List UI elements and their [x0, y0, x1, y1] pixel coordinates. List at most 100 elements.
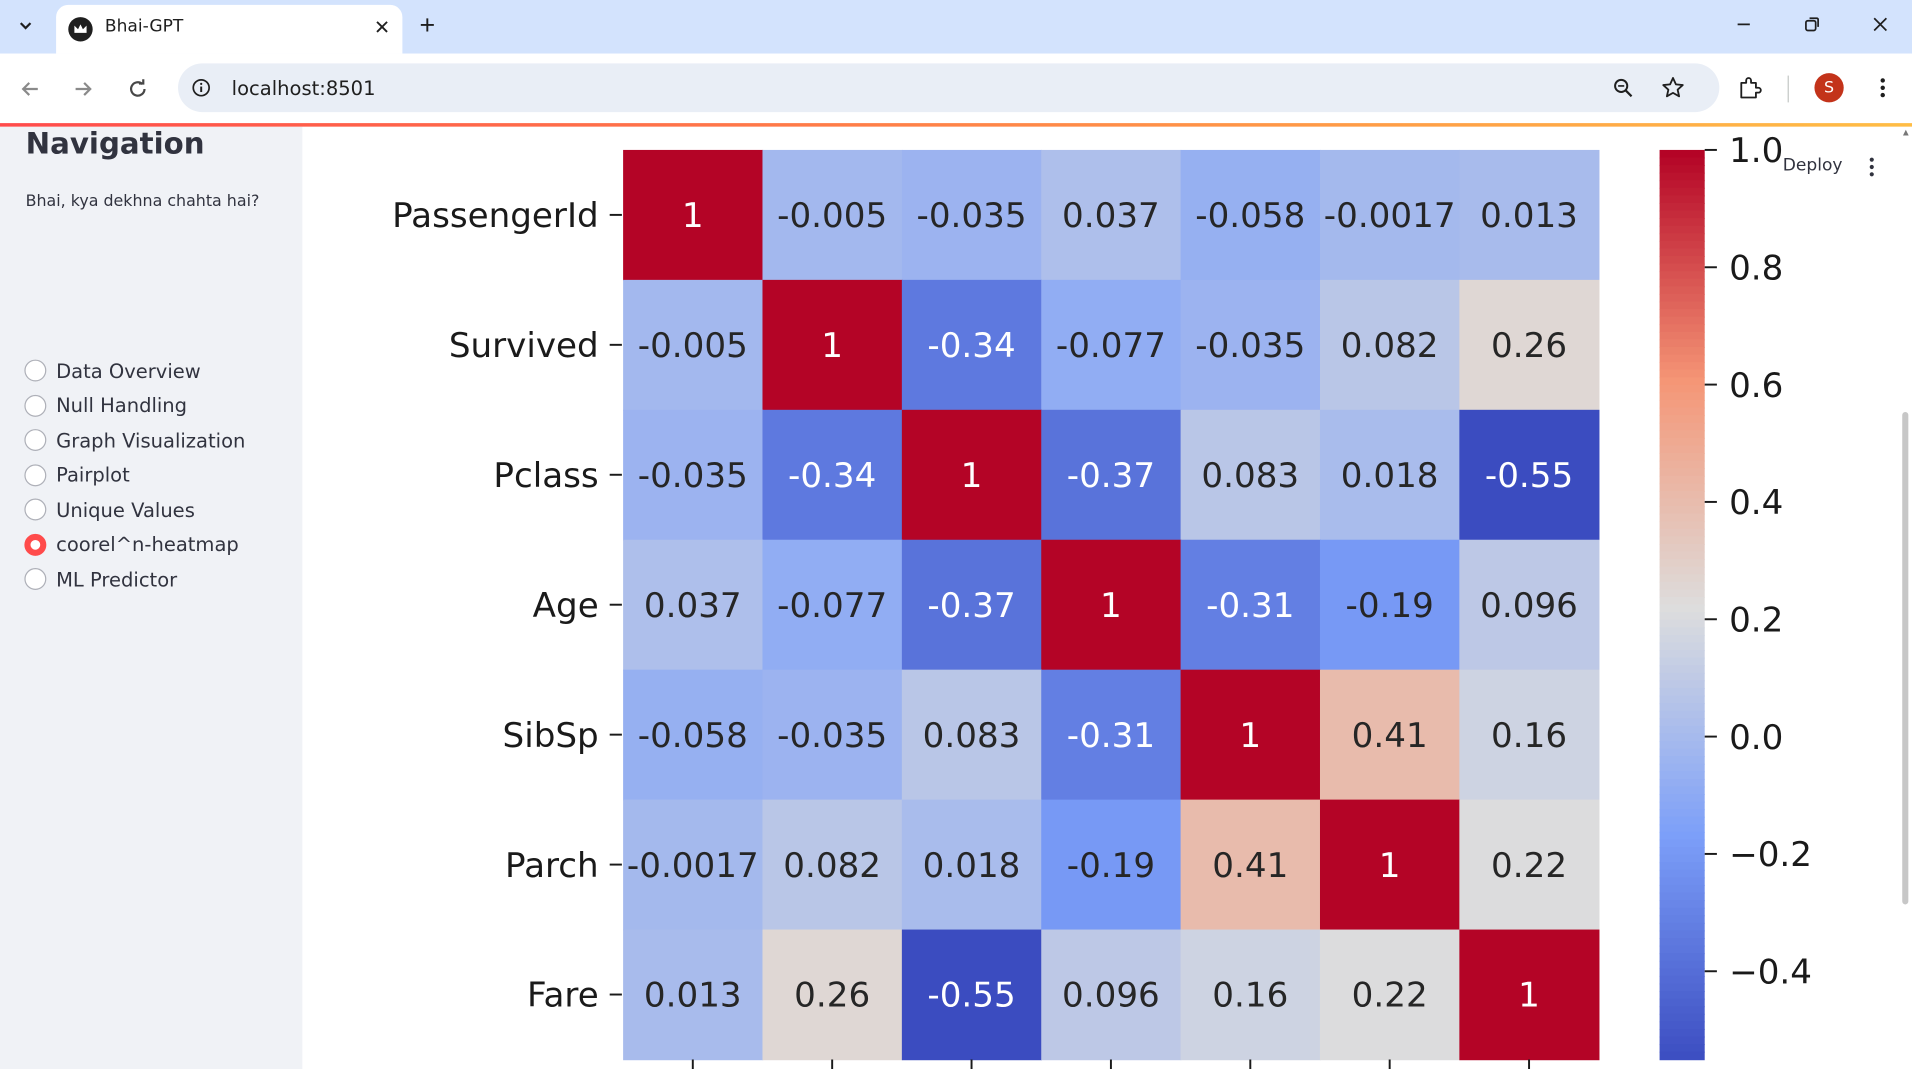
colorbar-segment — [1659, 218, 1705, 227]
cell-value-label: -0.0017 — [627, 846, 759, 886]
colorbar-segment — [1659, 1006, 1705, 1015]
colorbar-segment — [1659, 407, 1705, 417]
radio-option-label: Null Handling — [56, 393, 188, 417]
browser-menu-icon[interactable] — [1873, 76, 1893, 100]
heatmap-cell — [1459, 539, 1600, 671]
radio-option-label: Unique Values — [56, 497, 195, 522]
radio-unselected-icon[interactable] — [24, 568, 47, 590]
sidebar-title: Navigation — [25, 126, 205, 161]
colorbar-segment — [1659, 960, 1705, 970]
heatmap-cell — [623, 799, 764, 931]
address-bar[interactable]: localhost:8501 — [178, 63, 1720, 113]
radio-option-label: Data Overview — [56, 358, 201, 383]
deploy-button[interactable]: Deploy — [1782, 156, 1843, 176]
colorbar-segment — [1659, 930, 1705, 939]
colorbar-segment — [1659, 703, 1705, 712]
colorbar-segment — [1659, 847, 1705, 856]
colorbar-segment — [1659, 460, 1705, 470]
colorbar-segment — [1659, 165, 1705, 174]
cell-value-label: -0.34 — [927, 326, 1015, 366]
info-icon[interactable] — [191, 78, 211, 98]
radio-option[interactable]: Null Handling — [24, 392, 187, 419]
colorbar-segment — [1659, 574, 1705, 583]
forward-button[interactable] — [65, 71, 102, 108]
radio-option[interactable]: coorel^n-heatmap — [24, 531, 239, 558]
radio-selected-icon[interactable] — [24, 533, 47, 556]
colorbar-segment — [1659, 475, 1705, 485]
colorbar-tick-label: 0.0 — [1729, 718, 1783, 758]
colorbar-segment — [1659, 771, 1705, 780]
heatmap-cell — [901, 929, 1042, 1061]
radio-option-label: ML Predictor — [56, 567, 178, 591]
main-menu-button[interactable] — [1858, 154, 1885, 181]
heatmap-cell — [1180, 409, 1321, 541]
colorbar-segment — [1659, 824, 1705, 833]
heatmap-cell — [762, 539, 903, 671]
close-tab-icon[interactable]: ✕ — [373, 18, 391, 40]
colorbar-segment — [1659, 445, 1705, 455]
heatmap-cell — [1180, 539, 1321, 671]
back-button[interactable] — [12, 71, 49, 108]
reload-button[interactable] — [120, 71, 157, 108]
colorbar-tick-label: −0.4 — [1729, 952, 1812, 992]
colorbar-segment — [1659, 748, 1705, 758]
zoom-icon[interactable] — [1612, 77, 1634, 99]
colorbar-segment — [1659, 1051, 1705, 1061]
colorbar-segment — [1659, 415, 1705, 424]
scrollbar-thumb[interactable] — [1902, 411, 1909, 905]
colorbar-segment — [1659, 149, 1705, 159]
cell-value-label: 0.082 — [1341, 326, 1439, 366]
colorbar-segment — [1659, 210, 1705, 220]
colorbar-segment — [1659, 437, 1705, 447]
colorbar-segment — [1659, 619, 1705, 629]
extensions-icon[interactable] — [1738, 76, 1762, 100]
colorbar-segment — [1659, 293, 1705, 303]
colorbar-segment — [1659, 589, 1705, 598]
scroll-up-arrow[interactable]: ▲ — [1901, 126, 1911, 138]
minimize-button[interactable] — [1719, 7, 1768, 41]
browser-tab[interactable]: Bhai-GPT ✕ — [56, 4, 403, 54]
bookmark-star-icon[interactable] — [1661, 76, 1685, 100]
radio-unselected-icon[interactable] — [24, 498, 47, 521]
colorbar-segment — [1659, 975, 1705, 985]
colorbar-segment — [1659, 718, 1705, 727]
heatmap-cell — [623, 669, 764, 801]
cell-value-label: 0.018 — [1341, 456, 1439, 496]
radio-unselected-icon[interactable] — [24, 463, 47, 486]
heatmap-cell — [1319, 669, 1461, 801]
colorbar-segment — [1659, 172, 1705, 182]
colorbar-segment — [1659, 180, 1705, 189]
colorbar-segment — [1659, 339, 1705, 348]
colorbar-segment — [1659, 778, 1705, 788]
restore-button[interactable] — [1788, 7, 1837, 41]
heatmap-cell — [762, 799, 903, 931]
radio-option-label: Graph Visualization — [56, 428, 246, 452]
radio-unselected-icon[interactable] — [24, 394, 47, 417]
colorbar-segment — [1659, 536, 1705, 545]
radio-option[interactable]: Graph Visualization — [24, 427, 245, 454]
radio-option[interactable]: ML Predictor — [24, 566, 177, 593]
close-window-button[interactable] — [1856, 7, 1905, 41]
colorbar-tick-label: 0.2 — [1729, 600, 1783, 640]
colorbar-segment — [1659, 331, 1705, 341]
heatmap-cell — [1319, 799, 1461, 931]
cell-value-label: 0.22 — [1491, 846, 1567, 886]
colorbar-segment — [1659, 884, 1705, 894]
radio-option[interactable]: Pairplot — [24, 461, 130, 488]
colorbar-segment — [1659, 559, 1705, 568]
radio-unselected-icon[interactable] — [24, 359, 47, 382]
avatar[interactable]: S — [1814, 73, 1844, 103]
tab-search-button[interactable] — [7, 7, 44, 44]
url-text[interactable]: localhost:8501 — [231, 76, 376, 100]
new-tab-button[interactable]: + — [419, 9, 436, 41]
radio-unselected-icon[interactable] — [24, 429, 47, 452]
colorbar-tick-label: 0.4 — [1729, 483, 1783, 523]
cell-value-label: -0.077 — [777, 586, 887, 626]
tab-strip: Bhai-GPT ✕ + — [0, 0, 1912, 54]
chevron-down-icon — [19, 22, 32, 30]
radio-option[interactable]: Data Overview — [24, 357, 201, 384]
radio-option[interactable]: Unique Values — [24, 496, 195, 523]
heatmap-cell — [1459, 669, 1600, 801]
cell-value-label: -0.34 — [788, 456, 876, 496]
colorbar-segment — [1659, 862, 1705, 871]
